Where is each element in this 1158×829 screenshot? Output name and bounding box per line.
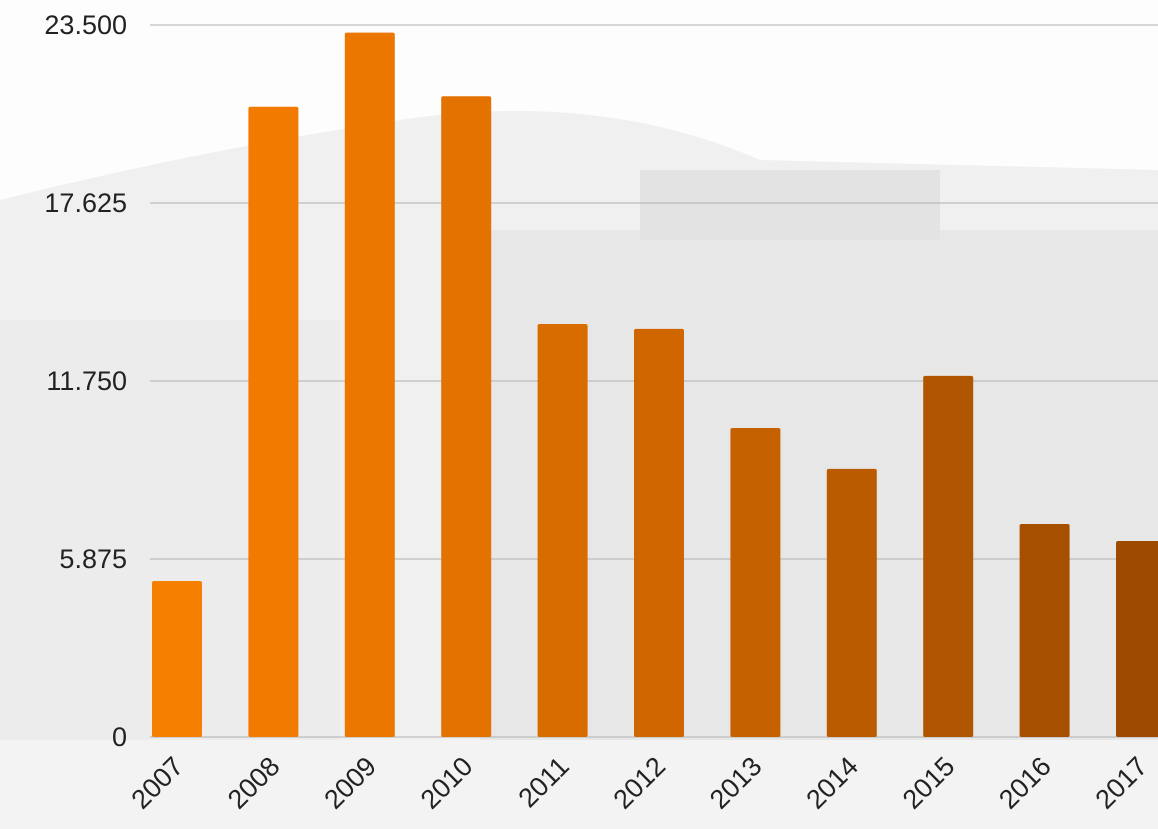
bar [634,329,684,737]
y-tick-label: 11.750 [46,366,127,396]
bar [1116,541,1158,737]
bar [538,324,588,737]
y-tick-label: 0 [112,722,127,752]
bar [730,428,780,737]
bar [152,581,202,737]
bar [345,33,395,737]
page: {"chart_data": {"type": "bar", "categori… [0,0,1158,829]
y-tick-label: 23.500 [44,10,127,40]
y-tick-label: 5.875 [59,544,127,574]
bar [1020,524,1070,737]
bar [827,469,877,737]
bar [923,376,973,737]
chart: 05.87511.75017.62523.5002007200820092010… [0,0,1158,829]
y-tick-label: 17.625 [44,188,127,218]
bar [248,107,298,737]
bar [441,96,491,737]
